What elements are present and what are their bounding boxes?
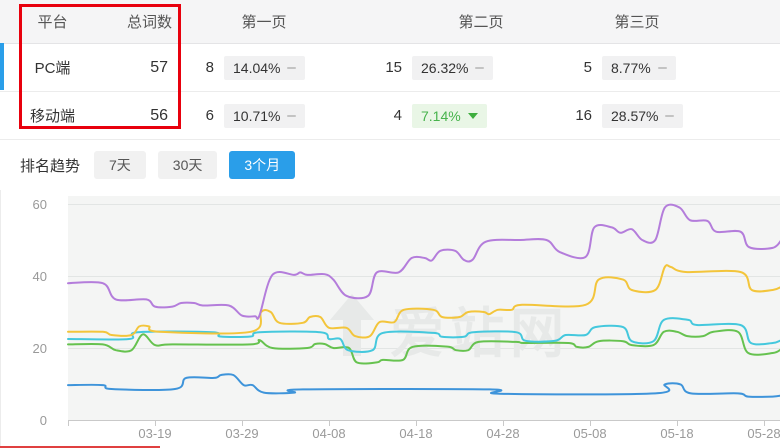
svg-text:03-29: 03-29 bbox=[225, 426, 258, 441]
page3-count: 16 bbox=[575, 107, 592, 124]
header-page2: 第二页 bbox=[458, 14, 504, 31]
cropped-red-edge bbox=[0, 446, 160, 448]
total-words-value: 56 bbox=[150, 106, 168, 124]
pct-badge: 8.77% bbox=[602, 55, 676, 80]
svg-text:05-18: 05-18 bbox=[660, 426, 693, 441]
header-total-words: 总词数 bbox=[126, 14, 172, 31]
pct-value: 26.32% bbox=[421, 59, 469, 76]
tab-3-months[interactable]: 3个月 bbox=[229, 151, 296, 179]
no-change-icon bbox=[657, 66, 667, 69]
svg-text:20: 20 bbox=[33, 341, 47, 356]
pct-badge: 10.71% bbox=[224, 103, 306, 128]
no-change-icon bbox=[287, 114, 297, 117]
pct-value: 14.04% bbox=[233, 59, 281, 76]
pct-value: 7.14% bbox=[421, 107, 461, 124]
header-page3: 第三页 bbox=[614, 14, 660, 31]
svg-text:60: 60 bbox=[33, 197, 47, 212]
platform-label: 移动端 bbox=[29, 108, 75, 125]
pct-value: 8.77% bbox=[611, 59, 651, 76]
platform-label: PC端 bbox=[34, 60, 71, 77]
pct-badge: 28.57% bbox=[602, 103, 684, 128]
down-arrow-icon bbox=[467, 112, 478, 119]
pct-badge: 14.04% bbox=[224, 55, 306, 80]
tab-7-days[interactable]: 7天 bbox=[94, 151, 146, 179]
page2-count: 4 bbox=[393, 107, 402, 124]
no-change-icon bbox=[665, 114, 675, 117]
svg-text:40: 40 bbox=[33, 269, 47, 284]
table-row-mobile[interactable]: 移动端 56 6 10.71% 4 7.14% 16 bbox=[0, 92, 780, 140]
no-change-icon bbox=[287, 66, 297, 69]
svg-text:04-28: 04-28 bbox=[486, 426, 519, 441]
table-row-pc[interactable]: PC端 57 8 14.04% 15 26.32% 5 bbox=[0, 44, 780, 92]
no-change-icon bbox=[475, 66, 485, 69]
trend-toolbar: 排名趋势 7天 30天 3个月 bbox=[0, 140, 780, 190]
pct-badge: 26.32% bbox=[412, 55, 494, 80]
pct-value: 28.57% bbox=[611, 107, 659, 124]
tab-30-days[interactable]: 30天 bbox=[157, 151, 218, 179]
active-row-indicator bbox=[0, 43, 4, 90]
svg-text:04-08: 04-08 bbox=[312, 426, 345, 441]
rank-trend-chart[interactable]: 0 20 40 60 03-19 03-29 04-08 04-18 04-28 05-08 05-… bbox=[0, 190, 780, 448]
header-page1: 第一页 bbox=[241, 14, 287, 31]
svg-text:04-18: 04-18 bbox=[399, 426, 432, 441]
table-header-row: 平台 总词数 第一页 第二页 第三页 bbox=[0, 0, 780, 44]
rank-summary-table: 平台 总词数 第一页 第二页 第三页 PC端 57 8 14.04% 15 26… bbox=[0, 0, 780, 140]
pct-badge: 7.14% bbox=[412, 103, 487, 128]
total-words-value: 57 bbox=[150, 58, 168, 76]
trend-title: 排名趋势 bbox=[20, 157, 81, 175]
svg-text:爱站网: 爱站网 bbox=[390, 304, 570, 364]
header-platform: 平台 bbox=[37, 14, 68, 31]
page2-count: 15 bbox=[385, 59, 402, 76]
svg-text:0: 0 bbox=[40, 413, 47, 428]
page1-count: 8 bbox=[205, 59, 214, 76]
pct-value: 10.71% bbox=[233, 107, 281, 124]
page3-count: 5 bbox=[583, 59, 592, 76]
svg-text:05-08: 05-08 bbox=[573, 426, 606, 441]
page1-count: 6 bbox=[205, 107, 214, 124]
svg-text:05-28: 05-28 bbox=[747, 426, 780, 441]
svg-text:03-19: 03-19 bbox=[138, 426, 171, 441]
